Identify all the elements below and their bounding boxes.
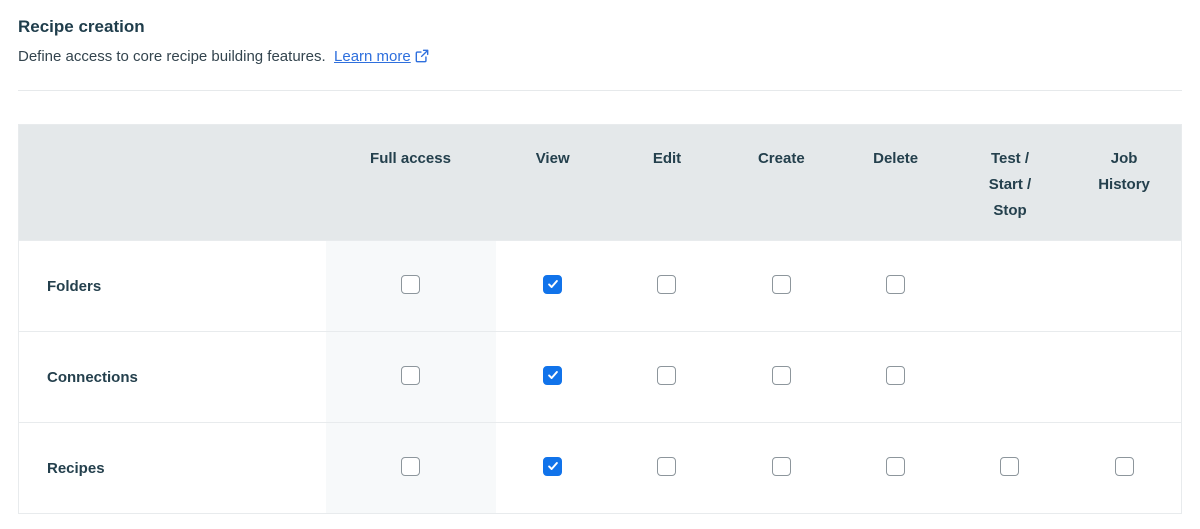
cell-recipes-test-start-stop [952, 422, 1068, 514]
checkbox-connections-create[interactable] [771, 365, 791, 385]
row-label: Folders [18, 240, 326, 332]
corner-cell [18, 124, 326, 241]
row-label: Recipes [18, 422, 326, 514]
cell-recipes-edit [609, 422, 725, 514]
cell-connections-full-access [325, 331, 496, 423]
checkbox-folders-create[interactable] [771, 274, 791, 294]
cell-recipes-create [724, 422, 839, 514]
checkbox-connections-edit[interactable] [657, 365, 677, 385]
column-header-test-start-stop: Test / Start / Stop [952, 124, 1068, 241]
column-header-edit: Edit [609, 124, 725, 241]
cell-connections-test-start-stop [952, 331, 1068, 423]
checkbox-connections-delete[interactable] [886, 365, 906, 385]
column-header-create: Create [724, 124, 839, 241]
cell-folders-full-access [325, 240, 496, 332]
page-subtitle: Define access to core recipe building fe… [18, 47, 1182, 69]
permissions-table-header: Full access View Edit Create Delete Test / St… [18, 124, 1182, 241]
checkbox-connections-full-access[interactable] [401, 365, 420, 385]
check-icon [547, 280, 558, 288]
permissions-table: Full access View Edit Create Delete Test / St… [18, 124, 1182, 514]
checkbox-recipes-edit[interactable] [657, 456, 677, 476]
cell-connections-view [495, 331, 610, 423]
cell-recipes-delete [838, 422, 953, 514]
cell-connections-delete [838, 331, 953, 423]
header-row: Full access View Edit Create Delete Test / St… [18, 124, 1182, 241]
column-header-full-access: Full access [325, 124, 496, 241]
cell-recipes-full-access [325, 422, 496, 514]
table-row-connections: Connections [18, 331, 1182, 423]
checkbox-recipes-view[interactable] [543, 456, 563, 476]
check-icon [547, 462, 558, 470]
subtitle-text: Define access to core recipe building fe… [18, 48, 326, 65]
checkbox-recipes-job-history[interactable] [1114, 456, 1134, 476]
section-divider [18, 90, 1182, 91]
cell-connections-job-history [1067, 331, 1182, 423]
checkbox-folders-delete[interactable] [886, 274, 906, 294]
checkbox-recipes-delete[interactable] [886, 456, 906, 476]
cell-folders-test-start-stop [952, 240, 1068, 332]
checkbox-connections-view[interactable] [543, 365, 563, 385]
cell-folders-edit [609, 240, 725, 332]
cell-folders-job-history [1067, 240, 1182, 332]
page-title: Recipe creation [18, 17, 145, 36]
column-header-delete: Delete [838, 124, 953, 241]
checkbox-folders-edit[interactable] [657, 274, 677, 294]
table-row-folders: Folders [18, 240, 1182, 332]
cell-recipes-job-history [1067, 422, 1182, 514]
table-row-recipes: Recipes [18, 422, 1182, 514]
checkbox-folders-full-access[interactable] [401, 274, 420, 294]
checkbox-recipes-create[interactable] [771, 456, 791, 476]
column-header-job-history: Job History [1067, 124, 1182, 241]
external-link-icon [415, 49, 429, 67]
cell-recipes-view [495, 422, 610, 514]
cell-folders-view [495, 240, 610, 332]
learn-more-link[interactable]: Learn more [334, 48, 411, 65]
check-icon [547, 371, 558, 379]
cell-folders-create [724, 240, 839, 332]
cell-connections-create [724, 331, 839, 423]
checkbox-recipes-test-start-stop[interactable] [1000, 456, 1020, 476]
cell-folders-delete [838, 240, 953, 332]
column-header-view: View [495, 124, 610, 241]
recipe-creation-section: Recipe creation Define access to core re… [0, 16, 1200, 514]
checkbox-recipes-full-access[interactable] [401, 456, 420, 476]
checkbox-folders-view[interactable] [543, 274, 563, 294]
cell-connections-edit [609, 331, 725, 423]
permissions-table-body: Folders Connections Recipes [18, 240, 1182, 514]
row-label: Connections [18, 331, 326, 423]
